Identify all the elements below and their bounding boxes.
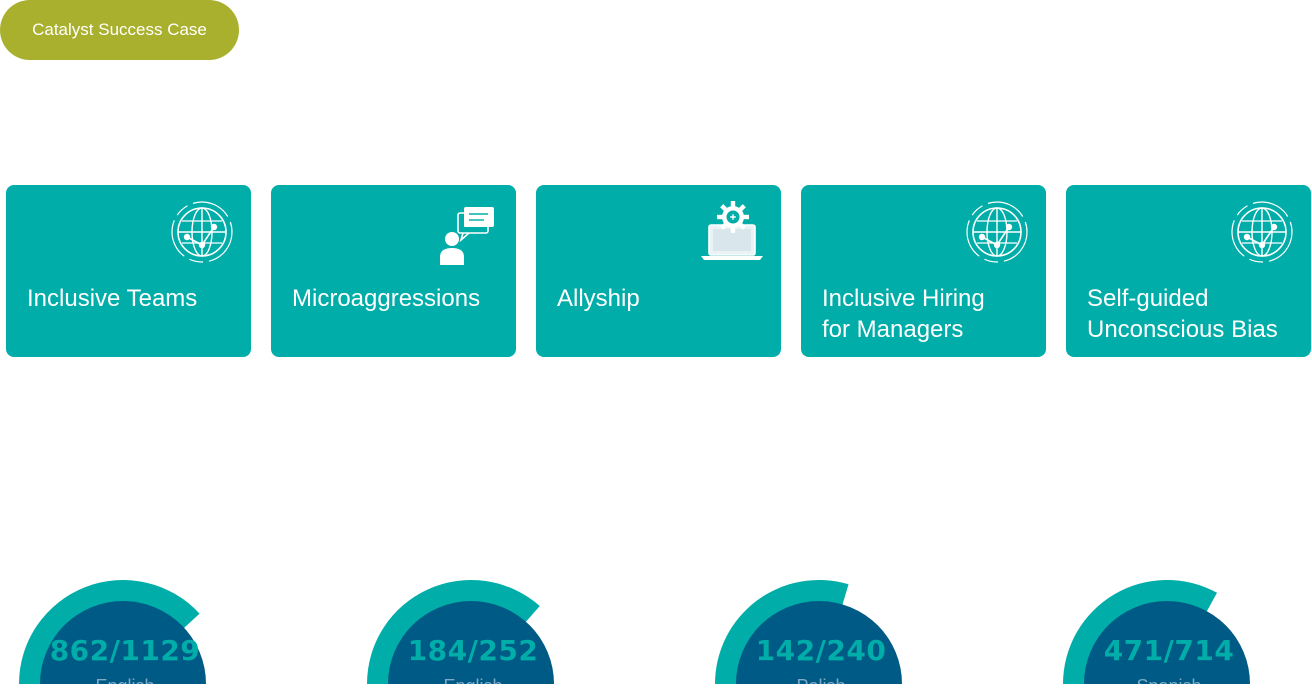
catalyst-success-case-button[interactable]: Catalyst Success Case <box>0 0 239 60</box>
gauge-disc-inner <box>388 601 554 684</box>
gauge-chart <box>19 580 206 684</box>
gauge-inclusive-teams: 862/1129 English <box>0 540 260 684</box>
course-card-inclusive-teams[interactable]: Inclusive Teams <box>6 185 251 357</box>
completion-gauges: 862/1129 English 184/252 English 142/240… <box>0 540 1312 684</box>
course-title: Self-guided Unconscious Bias <box>1087 285 1278 343</box>
gauge-value: 184/252 <box>407 634 539 667</box>
globe-network-icon <box>1231 201 1293 263</box>
gauge-inclusive-hiring: 471/714 Spanish <box>1044 540 1304 684</box>
gauge-language: Polish <box>736 676 906 684</box>
gauge-language: English <box>40 676 210 684</box>
gauge-disc-inner <box>40 601 206 684</box>
course-cards: Inclusive Teams Microaggressions <box>6 185 1311 357</box>
gauge-chart <box>1063 580 1250 684</box>
course-title: Inclusive Teams <box>27 285 198 312</box>
gauge-value: 471/714 <box>1103 634 1235 667</box>
course-card-unconscious-bias[interactable]: Self-guided Unconscious Bias <box>1066 185 1311 357</box>
course-title: Allyship <box>557 285 640 312</box>
gauge-language: Spanish <box>1084 676 1254 684</box>
gauge-chart <box>367 580 554 684</box>
gauge-arc-outer <box>19 580 200 684</box>
course-title: Microaggressions <box>292 285 481 312</box>
gauge-value: 862/1129 <box>49 634 201 667</box>
course-card-microaggressions[interactable]: Microaggressions <box>271 185 516 357</box>
person-chat-icon <box>440 207 494 265</box>
course-title: Inclusive Hiring for Managers <box>822 285 985 343</box>
gauge-disc-inner <box>1084 601 1250 684</box>
gauge-chart <box>715 580 902 684</box>
globe-network-icon <box>966 201 1028 263</box>
course-card-allyship[interactable]: Allyship <box>536 185 781 357</box>
laptop-gear-icon <box>701 201 763 260</box>
globe-network-icon <box>171 201 233 263</box>
gauge-microaggressions: 184/252 English <box>348 540 608 684</box>
gauge-language: English <box>388 676 558 684</box>
gauge-disc-inner <box>736 601 902 684</box>
course-card-inclusive-hiring[interactable]: Inclusive Hiring for Managers <box>801 185 1046 357</box>
gauge-value: 142/240 <box>755 634 887 667</box>
gauge-allyship: 142/240 Polish <box>696 540 956 684</box>
